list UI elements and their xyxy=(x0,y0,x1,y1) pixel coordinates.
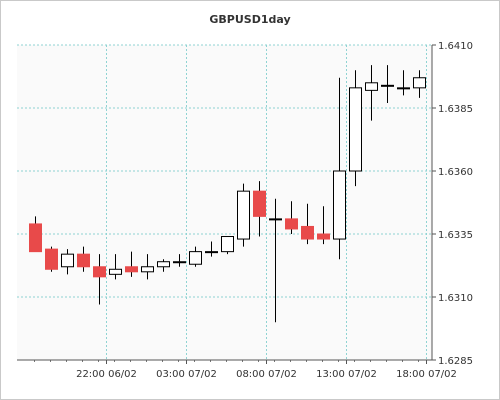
candle-body-bullish xyxy=(157,261,170,268)
candle-body-bullish xyxy=(221,236,234,253)
candle-body-bullish xyxy=(141,266,154,273)
candle-body-bearish xyxy=(93,266,106,278)
candle-body-bullish xyxy=(381,84,394,87)
candle xyxy=(365,65,378,121)
y-tick-label: 1.6385 xyxy=(438,104,473,115)
candle-body-bullish xyxy=(205,251,218,254)
candle xyxy=(157,259,170,272)
candle-body-bullish xyxy=(189,251,202,265)
candle xyxy=(141,254,154,280)
candle-body-bearish xyxy=(253,190,266,217)
candle xyxy=(301,203,314,245)
candle-body-bullish xyxy=(173,261,186,264)
y-tick-label: 1.6285 xyxy=(438,356,473,367)
candle-body-bearish xyxy=(125,266,138,273)
x-tick-label: 08:00 07/02 xyxy=(236,369,297,380)
candle-body-bullish xyxy=(269,218,282,221)
candle xyxy=(349,70,362,187)
candle xyxy=(93,254,106,305)
candle-body-bullish xyxy=(413,77,426,89)
candle-body-bullish xyxy=(349,87,362,172)
y-tick-label: 1.6410 xyxy=(438,41,473,52)
candle xyxy=(29,216,42,253)
candle xyxy=(333,77,346,260)
candle-body-bearish xyxy=(77,253,90,268)
candle-body-bullish xyxy=(109,268,122,275)
candle xyxy=(45,246,58,272)
candle xyxy=(125,251,138,277)
y-tick-label: 1.6310 xyxy=(438,293,473,304)
candle-body-bullish xyxy=(333,170,346,240)
y-tick-label: 1.6335 xyxy=(438,230,473,241)
candle-body-bearish xyxy=(45,248,58,270)
chart-title: GBPUSD1day xyxy=(209,13,290,26)
x-tick-label: 18:00 07/02 xyxy=(396,369,457,380)
candle-body-bearish xyxy=(301,225,314,240)
candle xyxy=(413,70,426,98)
candle xyxy=(189,246,202,267)
candle xyxy=(381,65,394,103)
candle xyxy=(109,254,122,280)
candle xyxy=(397,70,410,96)
candle-body-bearish xyxy=(29,223,42,253)
candle xyxy=(237,183,250,247)
y-tick-label: 1.6360 xyxy=(438,167,473,178)
x-tick-label: 22:00 06/02 xyxy=(76,369,137,380)
candle xyxy=(61,249,74,275)
candle xyxy=(77,246,90,272)
candle-body-bullish xyxy=(365,82,378,91)
candle-body-bullish xyxy=(237,190,250,240)
candle-body-bearish xyxy=(317,233,330,240)
x-tick-label: 13:00 07/02 xyxy=(316,369,377,380)
candle xyxy=(285,201,298,234)
candle xyxy=(205,241,218,257)
candle-body-bearish xyxy=(285,218,298,230)
candle xyxy=(173,254,186,267)
candle xyxy=(253,181,266,237)
candle xyxy=(269,198,282,323)
x-tick-label: 03:00 07/02 xyxy=(156,369,217,380)
candle-body-bullish xyxy=(397,87,410,90)
candle-body-bullish xyxy=(61,253,74,268)
plot-area xyxy=(17,45,432,360)
candle xyxy=(317,206,330,245)
candle xyxy=(221,236,234,255)
